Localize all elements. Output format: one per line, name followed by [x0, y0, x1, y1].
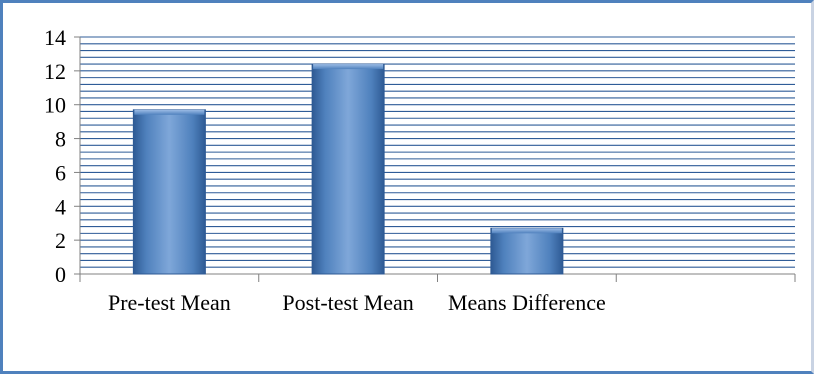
- y-tick-label: 14: [44, 25, 66, 50]
- bar-body: [311, 63, 385, 275]
- bar-1: [132, 109, 206, 275]
- bar-top-highlight: [491, 228, 562, 234]
- x-category-label: Pre-test Mean: [108, 290, 231, 315]
- bar-3: [490, 227, 564, 275]
- x-category-label: Post-test Mean: [282, 290, 413, 315]
- y-tick-label: 8: [55, 127, 66, 152]
- y-tick-label: 10: [44, 93, 66, 118]
- y-tick-label: 6: [55, 160, 66, 185]
- y-tick-label: 2: [55, 228, 66, 253]
- bar-2: [311, 63, 385, 275]
- bar-top-highlight: [313, 64, 384, 70]
- bar-body: [132, 109, 206, 275]
- y-tick-label: 12: [44, 59, 66, 84]
- x-axis-category-labels: Pre-test Mean Post-test Mean Means Differe…: [108, 290, 606, 315]
- x-category-label: Means Difference: [448, 290, 606, 315]
- bar-body: [490, 227, 564, 275]
- y-axis-tick-labels: 0 2 4 6 8 10 12 14: [44, 25, 66, 287]
- bars: [132, 63, 564, 275]
- y-tick-label: 0: [55, 262, 66, 287]
- bar-top-highlight: [134, 109, 205, 115]
- y-tick-label: 4: [55, 194, 66, 219]
